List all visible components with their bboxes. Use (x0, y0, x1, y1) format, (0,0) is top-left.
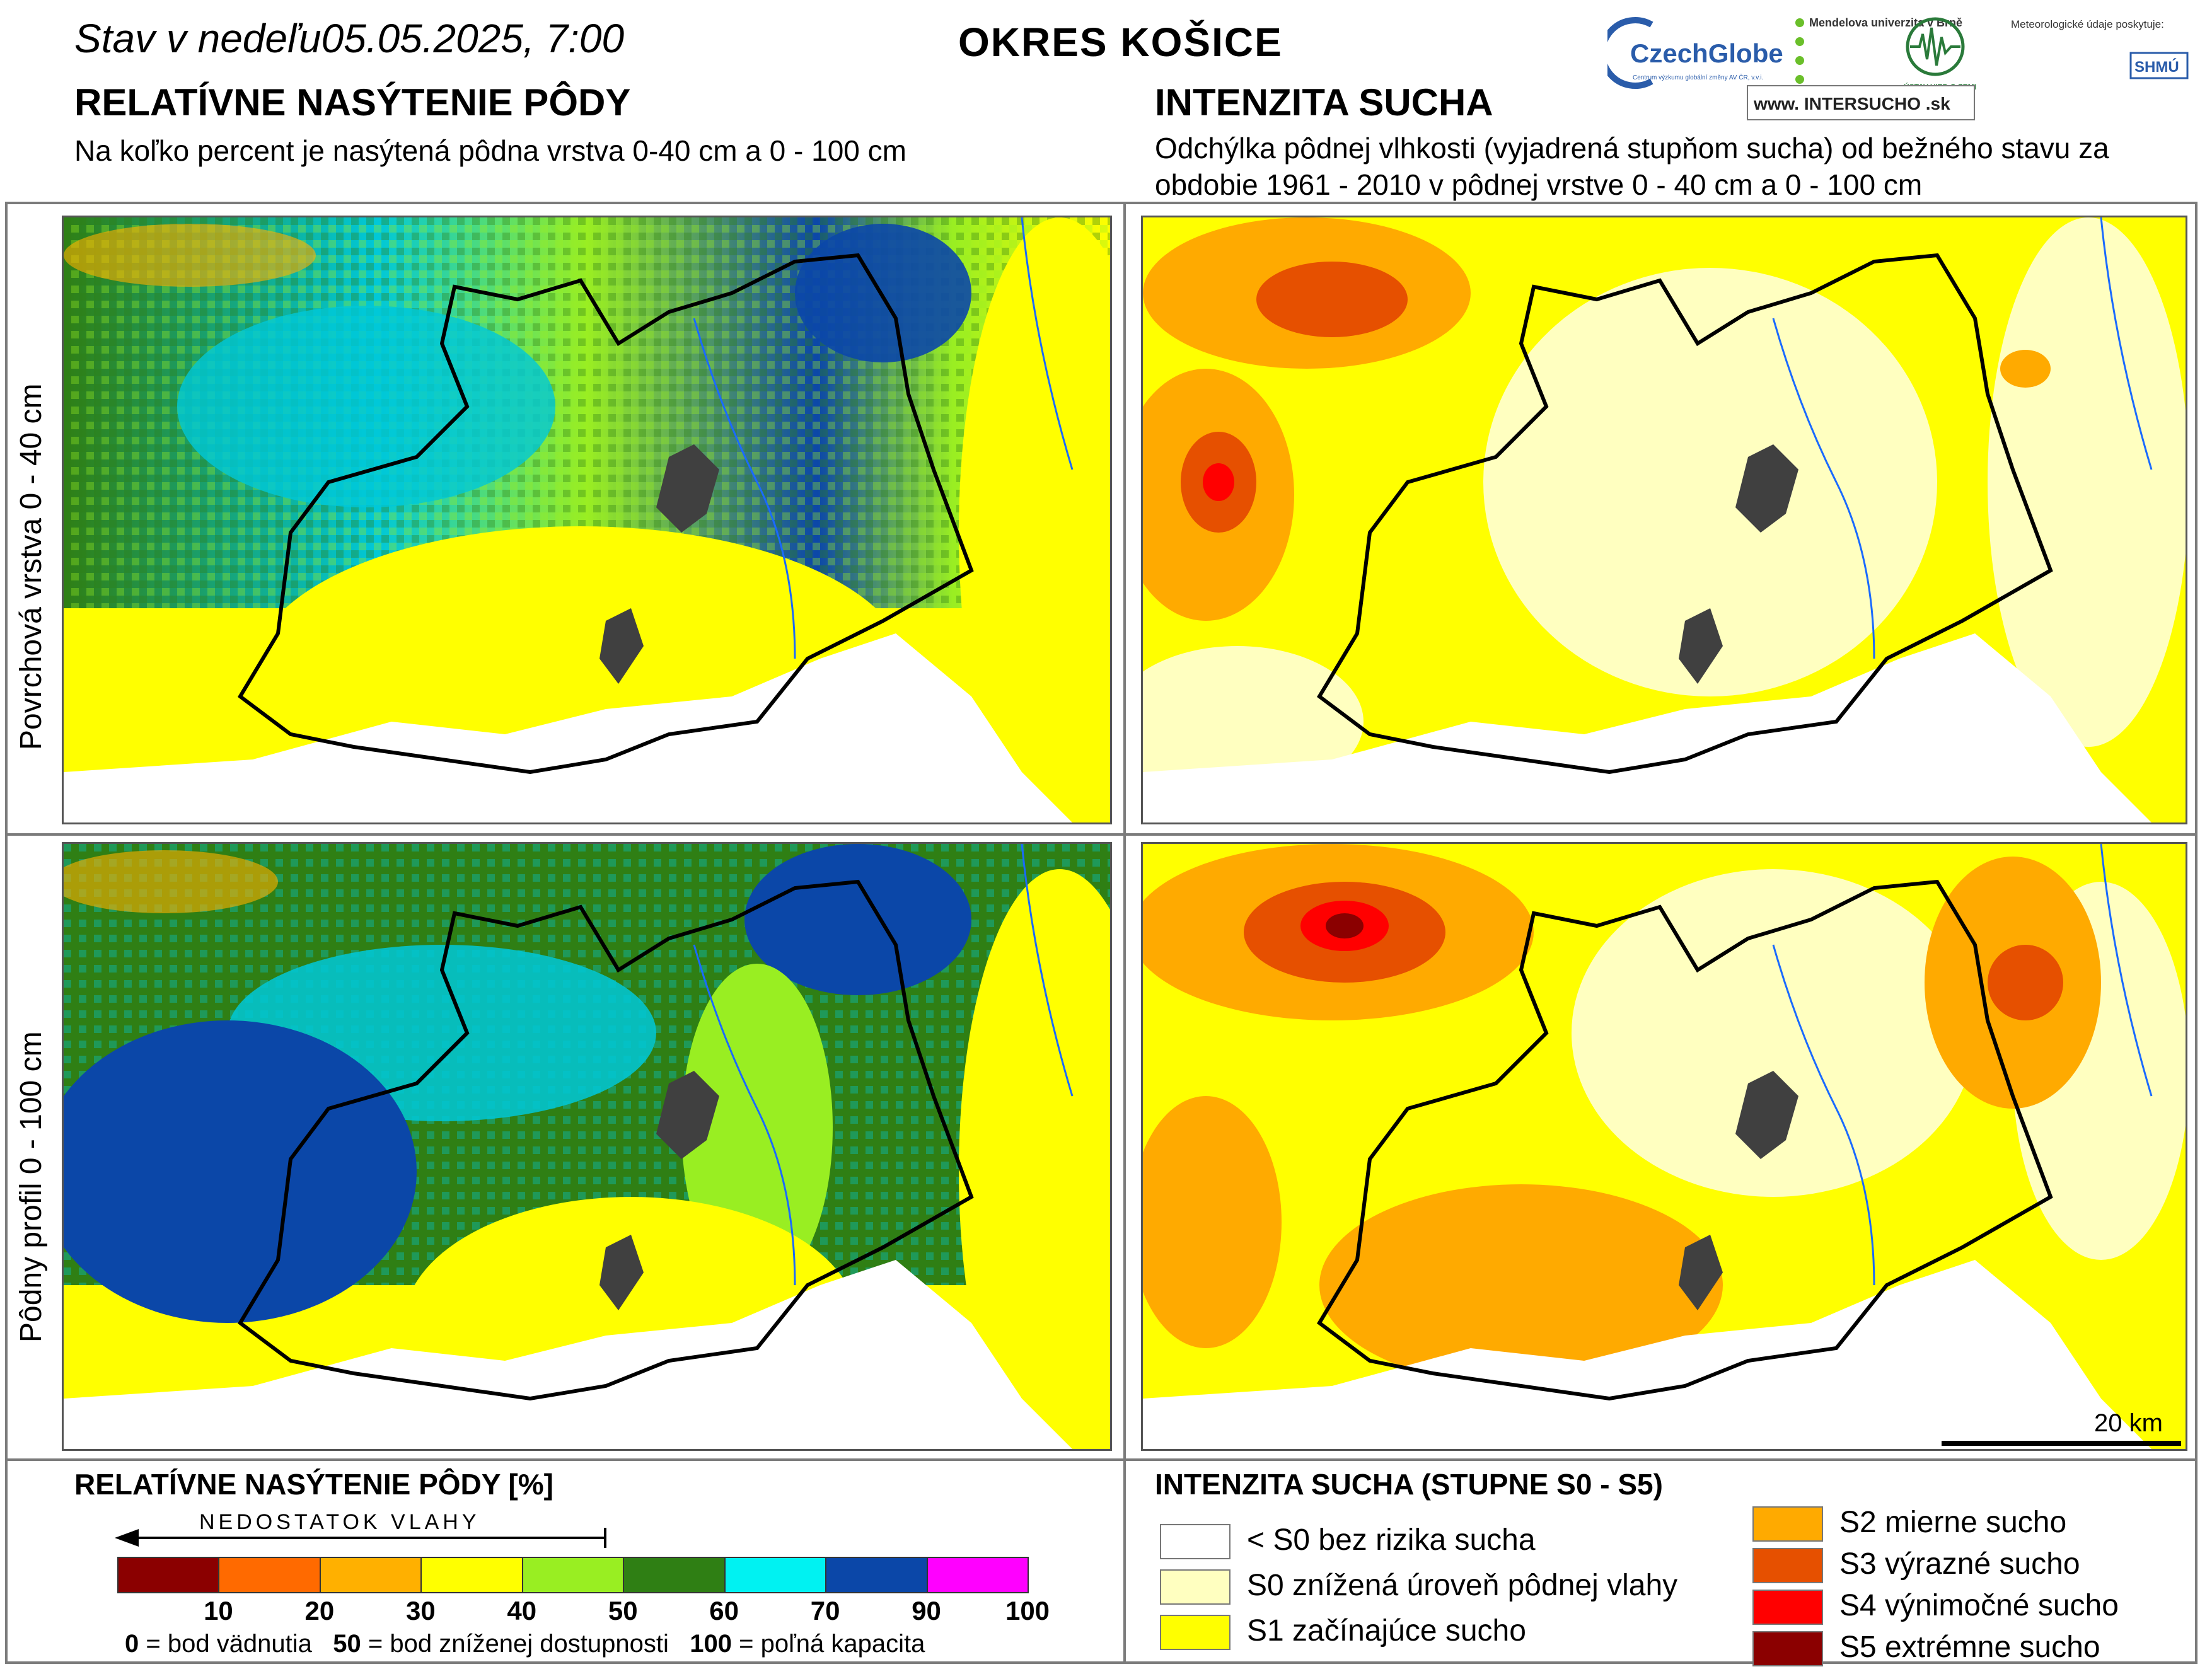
shmu-name: SHMÚ (2134, 58, 2179, 76)
right-panel-title: INTENZITA SUCHA (1155, 81, 1493, 124)
saturation-tick: 50 (608, 1596, 638, 1625)
intersucho-url: www. INTERSUCHO .sk (1753, 94, 1950, 113)
saturation-notes: 0 = bod vädnutia 50 = bod zníženej dostu… (125, 1630, 925, 1658)
partner-logos: CzechGlobe Centrum výzkumu globální změn… (1599, 9, 2206, 122)
note-100-text: = poľná kapacita (731, 1630, 925, 1658)
drought-swatch (1160, 1524, 1230, 1559)
saturation-class-90-100 (926, 1557, 1029, 1593)
shortage-arrow (115, 1528, 606, 1548)
saturation-class-20-30 (319, 1557, 422, 1593)
drought-swatch (1752, 1548, 1823, 1583)
intersucho-logo: www. INTERSUCHO .sk (1747, 85, 1975, 120)
drought-map-0-40cm (1141, 216, 2187, 824)
drought-label: S3 výrazné sucho (1839, 1547, 2080, 1581)
drought-label: S4 výnimočné sucho (1839, 1589, 2119, 1622)
scale-label: 20 km (2094, 1409, 2163, 1437)
saturation-class-40-50 (521, 1557, 625, 1593)
meteo-note: Meteorologické údaje poskytuje: (2011, 18, 2164, 30)
drought-swatch (1160, 1615, 1230, 1650)
scale-bar (1942, 1441, 2181, 1446)
saturation-class-70-90 (825, 1557, 928, 1593)
saturation-class-30-40 (420, 1557, 523, 1593)
czechglobe-logo: CzechGlobe Centrum výzkumu globální změn… (1599, 17, 1783, 89)
saturation-tick: 10 (204, 1596, 233, 1625)
drought-label: S2 mierne sucho (1839, 1506, 2067, 1539)
drought-swatch (1752, 1506, 1823, 1542)
district-title: OKRES KOŠICE (958, 20, 1283, 65)
saturation-legend-title: RELATÍVNE NASÝTENIE PÔDY [%] (74, 1468, 553, 1501)
row-label-bottom: Pôdny profil 0 - 100 cm (14, 1031, 48, 1342)
saturation-map-0-100cm (62, 842, 1112, 1451)
saturation-ticks: 10 20 30 40 50 60 70 90 100 (117, 1595, 1050, 1626)
date-line: Stav v nedeľu05.05.2025, 7:00 (74, 16, 625, 61)
saturation-tick: 40 (507, 1596, 537, 1625)
drought-swatch (1160, 1569, 1230, 1605)
saturation-class-10-20 (218, 1557, 321, 1593)
note-100-num: 100 (690, 1630, 732, 1658)
row-label-top: Povrchová vrstva 0 - 40 cm (14, 383, 48, 750)
note-0-text: = bod vädnutia (139, 1630, 312, 1658)
drought-swatch (1752, 1631, 1823, 1666)
saturation-color-bar (117, 1557, 1029, 1593)
drought-label: S0 znížená úroveň pôdnej vlahy (1247, 1569, 1678, 1602)
drought-legend-items: < S0 bez rizika sucha S0 znížená úroveň p… (1160, 1506, 2194, 1666)
drought-legend-title: INTENZITA SUCHA (STUPNE S0 - S5) (1155, 1468, 1663, 1501)
saturation-tick: 100 (1005, 1596, 1050, 1625)
drought-map-0-100cm (1141, 842, 2187, 1451)
saturation-class-50-60 (623, 1557, 726, 1593)
drought-label: < S0 bez rizika sucha (1247, 1523, 1536, 1557)
ustav-logo: ÚSTAV VIED O ZEMI (1904, 17, 1976, 91)
czechglobe-name: CzechGlobe (1630, 38, 1783, 68)
vertical-divider (1123, 202, 1126, 1664)
czechglobe-caption: Centrum výzkumu globální změny AV ČR, v.… (1633, 73, 1763, 81)
saturation-tick: 70 (810, 1596, 840, 1625)
map-frame (5, 202, 2198, 1664)
legend-divider (5, 1458, 2198, 1461)
left-panel-subtitle: Na koľko percent je nasýtená pôdna vrstv… (74, 134, 906, 167)
note-50-num: 50 (333, 1630, 361, 1658)
drought-label: S5 extrémne sucho (1839, 1631, 2100, 1664)
saturation-tick: 30 (405, 1596, 436, 1625)
shortage-arrow-label: NEDOSTATOK VLAHY (199, 1510, 480, 1534)
row-divider (5, 833, 2198, 836)
saturation-class-60-70 (724, 1557, 827, 1593)
left-panel-title: RELATÍVNE NASÝTENIE PÔDY (74, 81, 631, 124)
note-0-num: 0 (125, 1630, 139, 1658)
saturation-map-0-40cm (62, 216, 1112, 824)
saturation-tick: 90 (912, 1596, 941, 1625)
saturation-class-0-10 (117, 1557, 220, 1593)
shmu-logo: Meteorologické údaje poskytuje: SHMÚ (2011, 18, 2189, 79)
saturation-tick: 20 (304, 1596, 335, 1625)
drought-label: S1 začínajúce sucho (1247, 1614, 1526, 1648)
note-50-text: = bod zníženej dostupnosti (361, 1630, 669, 1658)
right-panel-subtitle: Odchýlka pôdnej vlhkosti (vyjadrená stup… (1155, 132, 2109, 201)
drought-swatch (1752, 1590, 1823, 1625)
saturation-tick: 60 (709, 1596, 739, 1625)
